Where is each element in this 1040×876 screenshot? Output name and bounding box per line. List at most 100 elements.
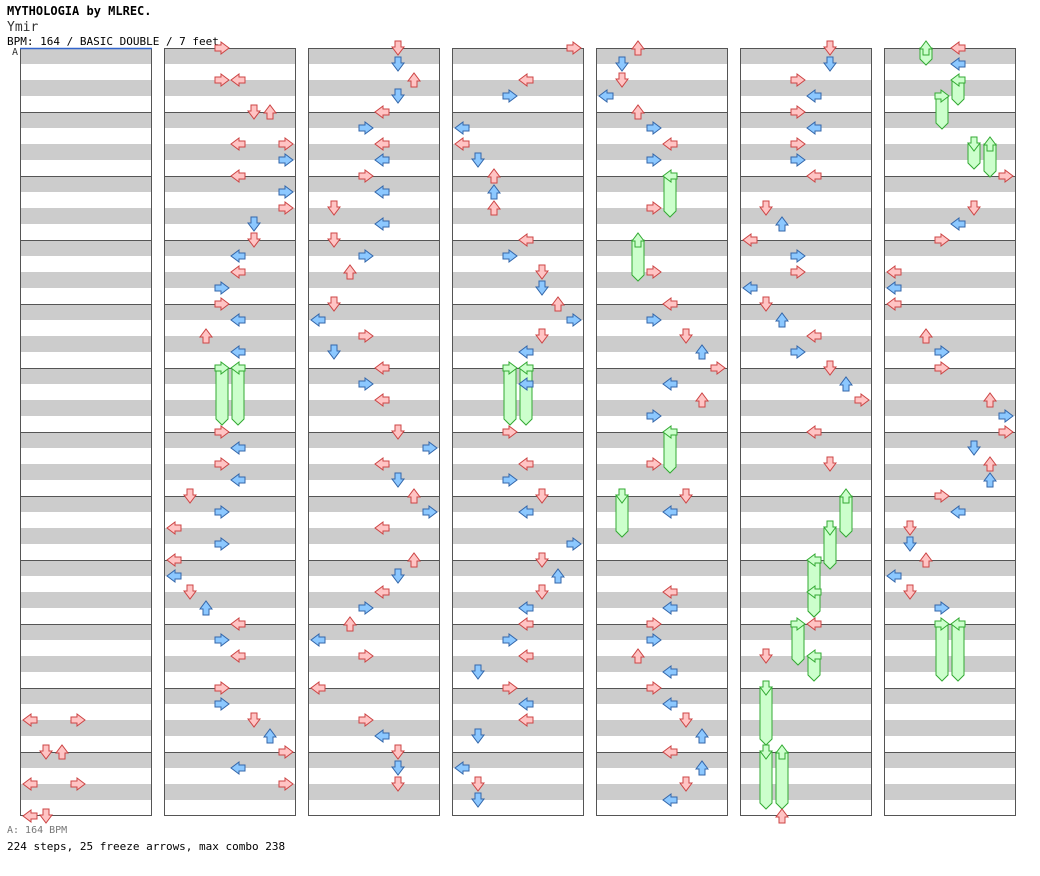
step-arrow <box>358 713 374 727</box>
freeze-body <box>215 367 229 426</box>
freeze-arrow-head <box>934 89 950 103</box>
step-arrow <box>950 217 966 231</box>
beat-stripe <box>740 560 872 576</box>
step-arrow <box>327 344 341 360</box>
step-arrow <box>983 392 997 408</box>
step-arrow <box>214 633 230 647</box>
beat-stripe <box>20 80 152 96</box>
step-arrow <box>214 425 230 439</box>
beat-stripe <box>596 144 728 160</box>
column-border <box>740 48 872 816</box>
step-arrow <box>502 473 518 487</box>
beat-stripe <box>452 560 584 576</box>
step-arrow <box>646 617 662 631</box>
step-arrow <box>407 552 421 568</box>
step-arrow <box>662 505 678 519</box>
beat-stripe <box>20 560 152 576</box>
step-arrow <box>790 153 806 167</box>
beat-stripe <box>596 784 728 800</box>
beat-stripe <box>452 656 584 672</box>
step-arrow <box>374 521 390 535</box>
beat-stripe <box>884 752 1016 768</box>
step-arrow <box>374 137 390 151</box>
step-arrow <box>518 617 534 631</box>
beat-stripe <box>452 496 584 512</box>
step-arrow <box>518 345 534 359</box>
beat-stripe <box>452 144 584 160</box>
beat-stripe <box>884 720 1016 736</box>
step-arrow <box>214 281 230 295</box>
freeze-arrow-head <box>759 744 773 760</box>
beat-stripe <box>740 368 872 384</box>
beat-stripe <box>164 752 296 768</box>
step-arrow <box>950 57 966 71</box>
freeze-body <box>775 751 789 810</box>
column-border <box>308 48 440 816</box>
step-arrow <box>70 713 86 727</box>
step-arrow <box>374 361 390 375</box>
beat-stripe <box>740 176 872 192</box>
beat-stripe <box>596 720 728 736</box>
step-arrow <box>934 345 950 359</box>
step-arrow <box>391 760 405 776</box>
beat-stripe <box>308 48 440 64</box>
step-arrow <box>775 216 789 232</box>
step-arrow <box>646 313 662 327</box>
step-arrow <box>759 200 773 216</box>
step-arrow <box>806 425 822 439</box>
step-arrow <box>631 104 645 120</box>
step-arrow <box>22 809 38 823</box>
beat-stripe <box>884 144 1016 160</box>
step-arrow <box>327 200 341 216</box>
step-arrow <box>214 505 230 519</box>
artist-name: Ymir <box>7 20 39 35</box>
freeze-body <box>663 431 677 474</box>
step-arrow <box>471 664 485 680</box>
beat-stripe <box>596 80 728 96</box>
freeze-body <box>519 367 533 426</box>
step-arrow <box>662 601 678 615</box>
freeze-arrow-head <box>518 361 534 375</box>
step-arrow <box>998 425 1014 439</box>
beat-stripe <box>740 400 872 416</box>
step-arrow <box>854 393 870 407</box>
beat-stripe <box>884 368 1016 384</box>
step-arrow <box>983 472 997 488</box>
beat-stripe <box>740 48 872 64</box>
step-arrow <box>183 488 197 504</box>
beat-stripe <box>20 208 152 224</box>
step-arrow <box>39 808 53 824</box>
beat-stripe <box>884 272 1016 288</box>
step-arrow <box>646 121 662 135</box>
step-arrow <box>391 88 405 104</box>
freeze-arrow-head <box>806 553 822 567</box>
step-arrow <box>230 169 246 183</box>
step-arrow <box>471 776 485 792</box>
beat-stripe <box>164 336 296 352</box>
beat-stripe <box>884 784 1016 800</box>
beat-stripe <box>884 528 1016 544</box>
beat-stripe <box>452 624 584 640</box>
step-arrow <box>214 537 230 551</box>
beat-stripe <box>740 464 872 480</box>
beat-stripe <box>596 272 728 288</box>
beat-stripe <box>596 368 728 384</box>
beat-stripe <box>596 336 728 352</box>
step-arrow <box>518 713 534 727</box>
beat-stripe <box>164 176 296 192</box>
beat-stripe <box>308 720 440 736</box>
beat-stripe <box>596 432 728 448</box>
beat-stripe <box>884 112 1016 128</box>
step-arrow <box>199 600 213 616</box>
step-arrow <box>646 153 662 167</box>
beat-stripe <box>884 240 1016 256</box>
step-arrow <box>278 745 294 759</box>
step-arrow <box>518 73 534 87</box>
beat-stripe <box>308 752 440 768</box>
step-arrow <box>983 456 997 472</box>
step-arrow <box>934 489 950 503</box>
step-arrow <box>471 792 485 808</box>
step-arrow <box>230 265 246 279</box>
column-border <box>452 48 584 816</box>
step-arrow <box>646 457 662 471</box>
